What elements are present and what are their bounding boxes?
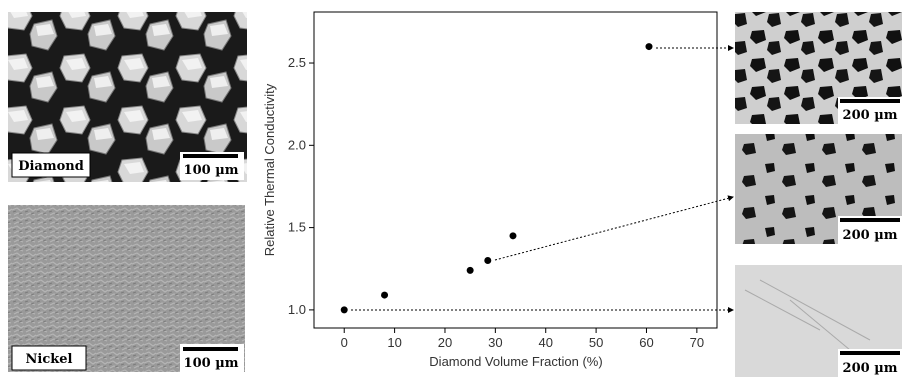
label-box	[11, 152, 91, 178]
scale-label: 100 µm	[184, 163, 239, 178]
image-label: Diamond	[18, 159, 84, 174]
y-axis-label: Relative Thermal Conductivity	[262, 83, 277, 256]
x-tick-label: 40	[538, 335, 552, 350]
scale-bar	[840, 99, 900, 103]
x-axis-label: Diamond Volume Fraction (%)	[429, 354, 602, 369]
image-label: Nickel	[26, 352, 73, 367]
x-tick-label: 60	[639, 335, 653, 350]
plot-frame	[313, 11, 718, 329]
point	[466, 266, 474, 274]
x-tick-label: 0	[341, 335, 348, 350]
x-tick-label: 30	[488, 335, 502, 350]
point	[509, 232, 517, 240]
x-tick-label: 20	[438, 335, 452, 350]
scale-bar	[183, 347, 238, 351]
point	[645, 43, 653, 51]
y-tick-label: 2.5	[288, 55, 306, 70]
x-tick-label: 70	[690, 335, 704, 350]
scale-label: 200 µm	[843, 361, 898, 376]
x-tick-label: 50	[589, 335, 603, 350]
y-tick-label: 2.0	[288, 137, 306, 152]
point	[381, 291, 389, 299]
scratches	[744, 279, 871, 351]
scale-label: 200 µm	[843, 228, 898, 243]
y-tick-label: 1.5	[288, 220, 306, 235]
scale-label: 100 µm	[184, 356, 239, 371]
arrows	[351, 45, 734, 313]
label-box	[11, 345, 87, 371]
x-tick-label: 10	[387, 335, 401, 350]
scale-bar	[840, 351, 900, 355]
scale-bar	[183, 154, 238, 158]
y-tick-label: 1.0	[288, 302, 306, 317]
scale-bar	[840, 218, 900, 222]
point	[340, 306, 348, 314]
scale-label: 200 µm	[843, 108, 898, 123]
point	[484, 257, 492, 265]
